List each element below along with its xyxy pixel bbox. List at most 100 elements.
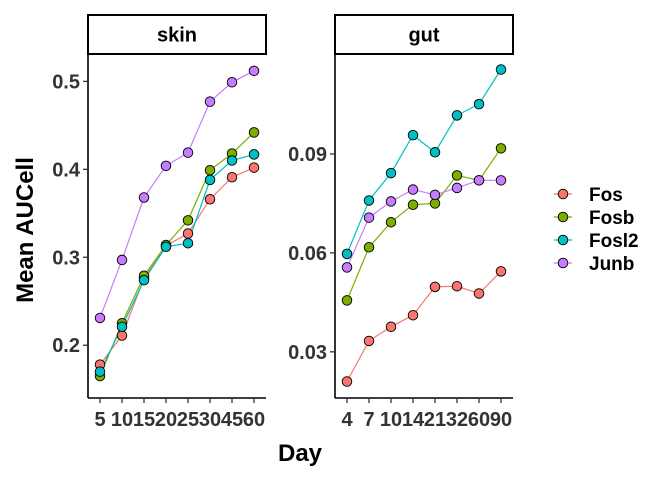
data-point-fosl2 [495, 64, 507, 75]
data-point-fosl2 [204, 174, 216, 186]
data-point-junb [226, 77, 238, 88]
panel-gut: gut 0.03 0.06 0.09 4 7 10 14 21 32 60 90 [288, 14, 514, 431]
data-point-fosl2 [451, 110, 463, 121]
x-tick-label: 14 [402, 409, 425, 431]
x-tick-label: 4 [341, 409, 353, 431]
data-point-fos [226, 171, 238, 183]
data-point-junb [248, 65, 260, 77]
x-tick-label: 60 [468, 409, 490, 431]
series-line-junb [346, 179, 501, 268]
data-point-junb [451, 182, 463, 194]
legend-key-point [557, 211, 569, 223]
data-point-fosl2 [341, 248, 353, 260]
data-point-fosl2 [363, 195, 375, 206]
y-axis-title: Mean AUCell [12, 157, 39, 303]
data-point-fosb [363, 242, 375, 253]
data-point-junb [204, 96, 216, 107]
y-tick-label: 0.2 [52, 335, 80, 357]
x-tick-label: 21 [424, 409, 446, 431]
data-point-junb [429, 189, 441, 201]
data-point-fos [451, 280, 463, 292]
data-point-fos [363, 335, 375, 347]
data-point-junb [116, 254, 128, 266]
y-tick-label: 0.4 [52, 159, 81, 181]
y-tick-label: 0.09 [288, 144, 327, 166]
data-point-junb [407, 184, 419, 195]
data-point-fosl2 [429, 147, 441, 158]
data-point-fos [407, 309, 419, 321]
legend-item-fosl2: Fosl2 [554, 231, 639, 252]
x-tick-label: 15 [133, 409, 155, 431]
x-tick-label: 20 [155, 409, 177, 431]
legend-key-point [557, 188, 569, 200]
data-point-junb [385, 196, 397, 207]
x-tick-label: 25 [177, 409, 199, 431]
data-point-fosb [182, 215, 194, 226]
data-point-fos [204, 193, 216, 205]
x-tick-label: 60 [243, 409, 265, 431]
data-point-junb [94, 312, 106, 324]
legend-key-point [557, 234, 569, 246]
data-point-junb [160, 160, 172, 172]
data-point-fosl2 [226, 155, 238, 166]
data-point-junb [341, 262, 353, 273]
data-point-fosb [407, 199, 419, 210]
data-point-fos [429, 281, 441, 293]
data-point-fosl2 [248, 149, 260, 160]
panel-skin: skin 0.2 0.3 0.4 0.5 5 10 15 20 25 30 45 60 [52, 14, 267, 431]
data-point-fos [385, 321, 397, 333]
legend-label: Fosl2 [589, 231, 639, 252]
legend-label: Fosb [589, 208, 634, 229]
x-tick-label: 5 [94, 409, 105, 431]
data-point-fos [116, 330, 128, 341]
data-point-fosl2 [94, 366, 106, 377]
data-point-fosl2 [473, 98, 485, 110]
legend-item-fos: Fos [554, 185, 623, 206]
data-point-fos [182, 228, 194, 239]
data-point-junb [182, 147, 194, 158]
facet-strip-gut [334, 14, 514, 55]
y-tick-label: 0.03 [288, 342, 327, 364]
data-point-fosb [204, 164, 216, 176]
data-point-fos [341, 376, 353, 387]
data-point-fosb [385, 216, 397, 228]
x-tick-label: 7 [363, 409, 374, 431]
data-point-junb [138, 192, 150, 203]
series-line-junb [99, 70, 255, 319]
x-tick-label: 10 [380, 409, 402, 431]
series-line-fosb [346, 147, 502, 301]
series-line-fosl2 [346, 69, 502, 255]
x-tick-label: 10 [111, 409, 133, 431]
data-point-fos [473, 288, 485, 299]
y-tick-label: 0.3 [52, 247, 80, 269]
x-tick-label: 90 [490, 409, 512, 431]
data-point-fos [248, 162, 260, 173]
data-point-fosl2 [116, 321, 128, 333]
data-point-fosb [248, 127, 260, 138]
data-point-fosb [341, 295, 353, 306]
legend-item-junb: Junb [554, 254, 634, 275]
legend-label: Junb [589, 254, 634, 275]
y-tick-label: 0.5 [52, 71, 80, 93]
data-point-junb [473, 175, 485, 186]
y-tick-label: 0.06 [288, 243, 327, 265]
data-point-fosl2 [138, 274, 150, 286]
facet-strip-label: skin [157, 25, 197, 47]
data-point-fosb [495, 143, 507, 154]
data-point-junb [495, 175, 507, 186]
data-point-fosl2 [160, 241, 172, 252]
x-axis-title: Day [278, 440, 323, 467]
data-point-fosl2 [182, 237, 194, 249]
data-point-fos [495, 266, 507, 277]
legend-key-point [557, 257, 569, 269]
x-tick-label: 30 [199, 409, 221, 431]
series-line-fos [346, 270, 502, 382]
data-point-fosl2 [385, 167, 397, 179]
data-point-junb [363, 212, 375, 223]
x-tick-label: 45 [221, 409, 243, 431]
legend-item-fosb: Fosb [554, 208, 634, 229]
legend-label: Fos [589, 185, 623, 206]
